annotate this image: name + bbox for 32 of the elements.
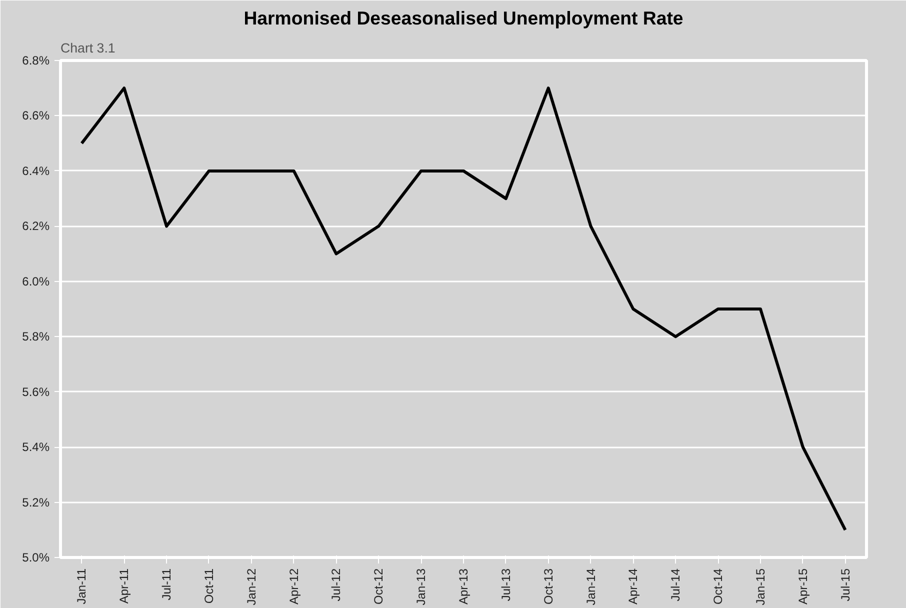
x-tick-label: Apr-12 [286, 568, 301, 605]
y-tick-label: 6.8% [22, 54, 50, 68]
x-tick-label: Oct-14 [711, 568, 726, 605]
y-tick-label: 6.6% [22, 108, 50, 123]
x-tick-label: Jan-14 [584, 568, 598, 606]
x-tick-label: Jan-12 [244, 568, 258, 606]
x-tick-label: Apr-13 [456, 568, 470, 605]
x-tick-label: Oct-12 [372, 568, 386, 605]
caption: Chart 3.1 [60, 40, 116, 56]
y-tick-label: 5.6% [22, 384, 50, 399]
y-tick-label: 5.2% [22, 495, 50, 510]
x-tick-label: Jan-15 [753, 568, 768, 606]
x-tick-label: Apr-14 [626, 568, 640, 605]
x-tick-label: Jul-12 [329, 568, 344, 602]
x-tick-label: Jul-15 [838, 568, 852, 602]
x-tick-label: Oct-13 [541, 568, 556, 605]
x-tick-label: Jan-11 [74, 568, 89, 604]
x-tick-label: Apr-15 [796, 568, 810, 605]
y-tick-label: 6.2% [22, 219, 50, 234]
y-tick-label: 5.8% [22, 330, 50, 344]
x-tick-label: Jul-11 [160, 568, 174, 600]
y-tick-label: 6.0% [22, 274, 50, 288]
x-tick-label: Oct-11 [202, 568, 216, 604]
x-tick-label: Jul-13 [498, 568, 513, 602]
y-tick-label: 5.4% [22, 440, 50, 454]
y-tick-label: 5.0% [22, 550, 50, 564]
y-tick-label: 6.4% [22, 164, 50, 178]
x-tick-label: Jan-13 [414, 568, 428, 606]
line-series [80, 86, 847, 532]
x-tick-label: Apr-11 [117, 568, 132, 604]
x-tick-label: Jul-14 [668, 568, 683, 602]
chart-title: Harmonised Deseasonalised Unemployment Rate [244, 8, 684, 28]
